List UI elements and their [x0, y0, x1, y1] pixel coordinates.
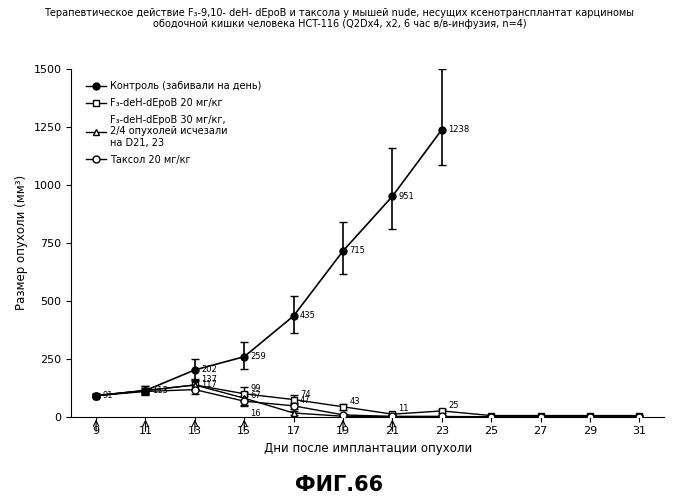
Text: 117: 117	[201, 380, 217, 389]
Text: 74: 74	[300, 390, 310, 399]
Text: 91: 91	[103, 391, 113, 400]
Text: 11: 11	[399, 404, 409, 413]
Text: 47: 47	[300, 396, 310, 405]
Text: 137: 137	[201, 376, 217, 384]
X-axis label: Дни после имплантации опухоли: Дни после имплантации опухоли	[263, 442, 472, 455]
Text: 99: 99	[251, 384, 261, 393]
Legend: Контроль (забивали на день), F₃-deH-dEpoB 20 мг/кг, F₃-deH-dEpoB 30 мг/кг,
2/4 о: Контроль (забивали на день), F₃-deH-dEpo…	[82, 78, 265, 168]
Text: 67: 67	[251, 392, 261, 400]
Text: 951: 951	[399, 192, 414, 201]
Text: 259: 259	[251, 352, 266, 361]
Text: 202: 202	[201, 366, 217, 374]
Text: 715: 715	[349, 246, 365, 256]
Text: 435: 435	[300, 312, 316, 320]
Text: 25: 25	[448, 401, 458, 410]
Text: 1238: 1238	[448, 125, 469, 134]
Text: 43: 43	[349, 397, 360, 406]
Text: Терапевтическое действие F₃-9,10- deH- dEpoB и таксола у мышей nude, несущих ксе: Терапевтическое действие F₃-9,10- deH- d…	[45, 8, 634, 29]
Text: ФИГ.66: ФИГ.66	[295, 475, 384, 495]
Text: 113: 113	[151, 386, 168, 395]
Y-axis label: Размер опухоли (мм³): Размер опухоли (мм³)	[15, 176, 28, 310]
Text: 16: 16	[251, 408, 261, 418]
